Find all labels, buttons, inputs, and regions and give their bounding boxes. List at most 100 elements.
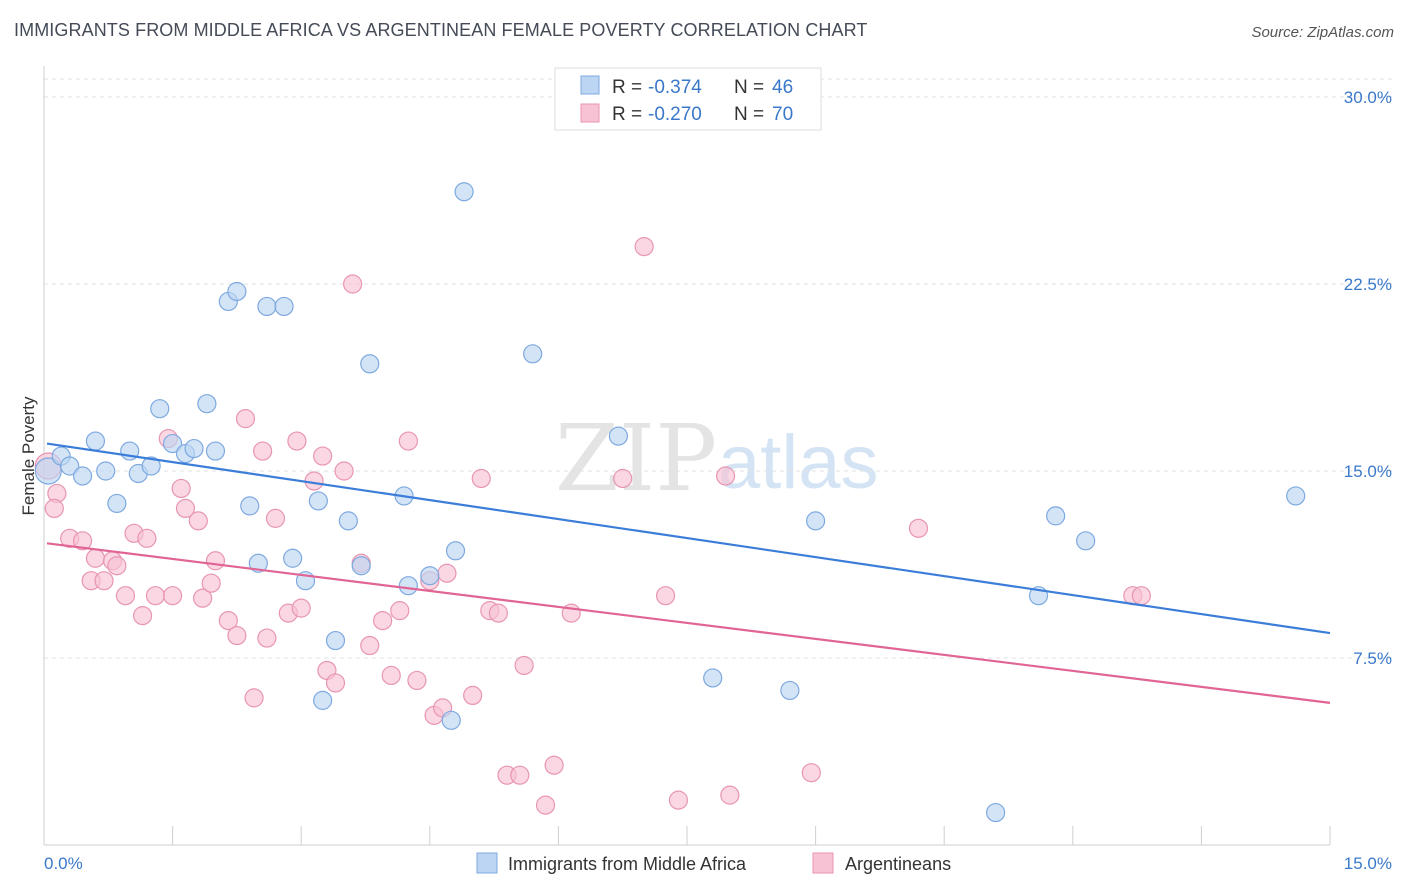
argentineans-point <box>107 556 127 576</box>
bottom-legend-label-2: Argentineans <box>845 854 951 874</box>
middle-africa-point <box>141 456 161 476</box>
x-tick-label-min: 0.0% <box>44 854 83 873</box>
middle-africa-point <box>308 491 328 511</box>
argentineans-point <box>115 586 136 606</box>
argentineans-point <box>544 755 564 775</box>
legend-n-value-1: 46 <box>772 77 793 98</box>
middle-africa-point <box>441 710 461 730</box>
middle-africa-point <box>150 399 170 419</box>
argentineans-point <box>463 685 483 706</box>
argentineans-point <box>510 765 530 785</box>
legend-n-value-2: 70 <box>772 104 793 125</box>
middle-africa-point <box>325 630 346 651</box>
argentineans-point <box>218 610 238 631</box>
legend-r-value-1: -0.374 <box>648 77 702 98</box>
argentineans-point <box>437 563 457 583</box>
y-tick-label: 7.5% <box>1353 649 1392 668</box>
argentineans-point <box>244 688 264 708</box>
argentineans-point <box>634 237 654 257</box>
argentineans-point <box>291 598 311 618</box>
argentineans-point <box>343 274 363 294</box>
argentineans-point <box>205 551 226 571</box>
argentineans-point <box>668 790 689 810</box>
middle-africa-point <box>197 394 217 414</box>
bottom-legend-label-1: Immigrants from Middle Africa <box>508 854 747 874</box>
bottom-legend-swatch-pink <box>812 852 834 874</box>
argentineans-point <box>188 511 208 531</box>
legend-swatch-pink <box>580 103 600 123</box>
argentineans-point <box>715 466 736 486</box>
y-tick-label: 15.0% <box>1344 462 1392 481</box>
legend-swatch-blue <box>580 75 600 95</box>
middle-africa-point <box>360 354 380 374</box>
argentineans-point <box>132 606 153 626</box>
argentineans-point <box>304 471 324 491</box>
argentineans-point <box>407 670 427 691</box>
legend-r-label-2: R = <box>612 104 642 125</box>
argentineans-point <box>325 673 346 693</box>
argentineans-point <box>613 468 633 489</box>
middle-africa-point <box>1076 531 1096 551</box>
middle-africa-point <box>96 461 116 481</box>
middle-africa-point <box>1046 506 1066 526</box>
middle-africa-point <box>257 296 277 317</box>
argentineans-point <box>193 588 213 608</box>
middle-africa-point <box>248 553 268 573</box>
middle-africa-point <box>338 511 358 531</box>
middle-africa-point <box>313 690 333 710</box>
argentineans-point <box>44 498 64 518</box>
legend-n-label-2: N = <box>734 104 764 125</box>
x-tick-labels: 0.0% 15.0% <box>44 854 1392 873</box>
argentineans-point <box>488 603 508 623</box>
middle-africa-point <box>205 441 226 461</box>
argentineans-point <box>253 441 273 461</box>
argentineans-point <box>801 763 821 783</box>
middle-africa-point <box>60 456 80 476</box>
argentineans-point <box>1131 586 1151 606</box>
bottom-legend-swatch-blue <box>476 852 498 874</box>
middle-africa-point <box>227 281 247 302</box>
argentineans-point <box>201 573 221 593</box>
middle-africa-point <box>608 426 629 446</box>
middle-africa-point <box>420 566 440 586</box>
middle-africa-point <box>523 344 543 364</box>
middle-africa-point <box>454 182 474 202</box>
trend-line-argentineans <box>46 542 1331 704</box>
stats-legend: R = -0.374 N = 46 R = -0.270 N = 70 <box>554 67 822 131</box>
argentineans-point <box>655 586 676 606</box>
trend-line-middle-africa <box>46 442 1331 635</box>
y-tick-label: 30.0% <box>1344 88 1392 107</box>
middle-africa-point <box>780 680 800 701</box>
argentineans-point <box>720 785 740 805</box>
argentineans-point <box>94 571 114 591</box>
middle-africa-point <box>107 493 127 514</box>
series-argentineans <box>34 237 1151 815</box>
argentineans-point <box>257 628 277 648</box>
watermark-zip: ZIP <box>555 405 717 512</box>
y-tick-label: 22.5% <box>1344 275 1392 294</box>
legend-r-value-2: -0.270 <box>648 104 702 125</box>
argentineans-point <box>171 478 191 499</box>
middle-africa-point <box>274 296 294 317</box>
middle-africa-point <box>85 431 106 451</box>
trend-lines <box>46 442 1331 704</box>
argentineans-point <box>72 531 93 551</box>
y-axis-label: Female Poverty <box>19 396 38 516</box>
series-legend: Immigrants from Middle Africa Argentinea… <box>476 852 951 874</box>
argentineans-point <box>137 528 157 548</box>
argentineans-point <box>373 610 393 631</box>
middle-africa-point <box>986 802 1006 823</box>
middle-africa-point <box>445 541 466 561</box>
argentineans-point <box>360 635 380 656</box>
argentineans-point <box>471 468 491 489</box>
argentineans-point <box>175 498 196 518</box>
middle-africa-point <box>283 548 303 568</box>
argentineans-point <box>908 518 929 538</box>
middle-africa-point <box>1286 486 1306 506</box>
watermark-atlas: atlas <box>718 420 879 505</box>
middle-africa-point <box>805 511 826 531</box>
middle-africa-point <box>703 668 723 688</box>
argentineans-point <box>85 548 106 568</box>
